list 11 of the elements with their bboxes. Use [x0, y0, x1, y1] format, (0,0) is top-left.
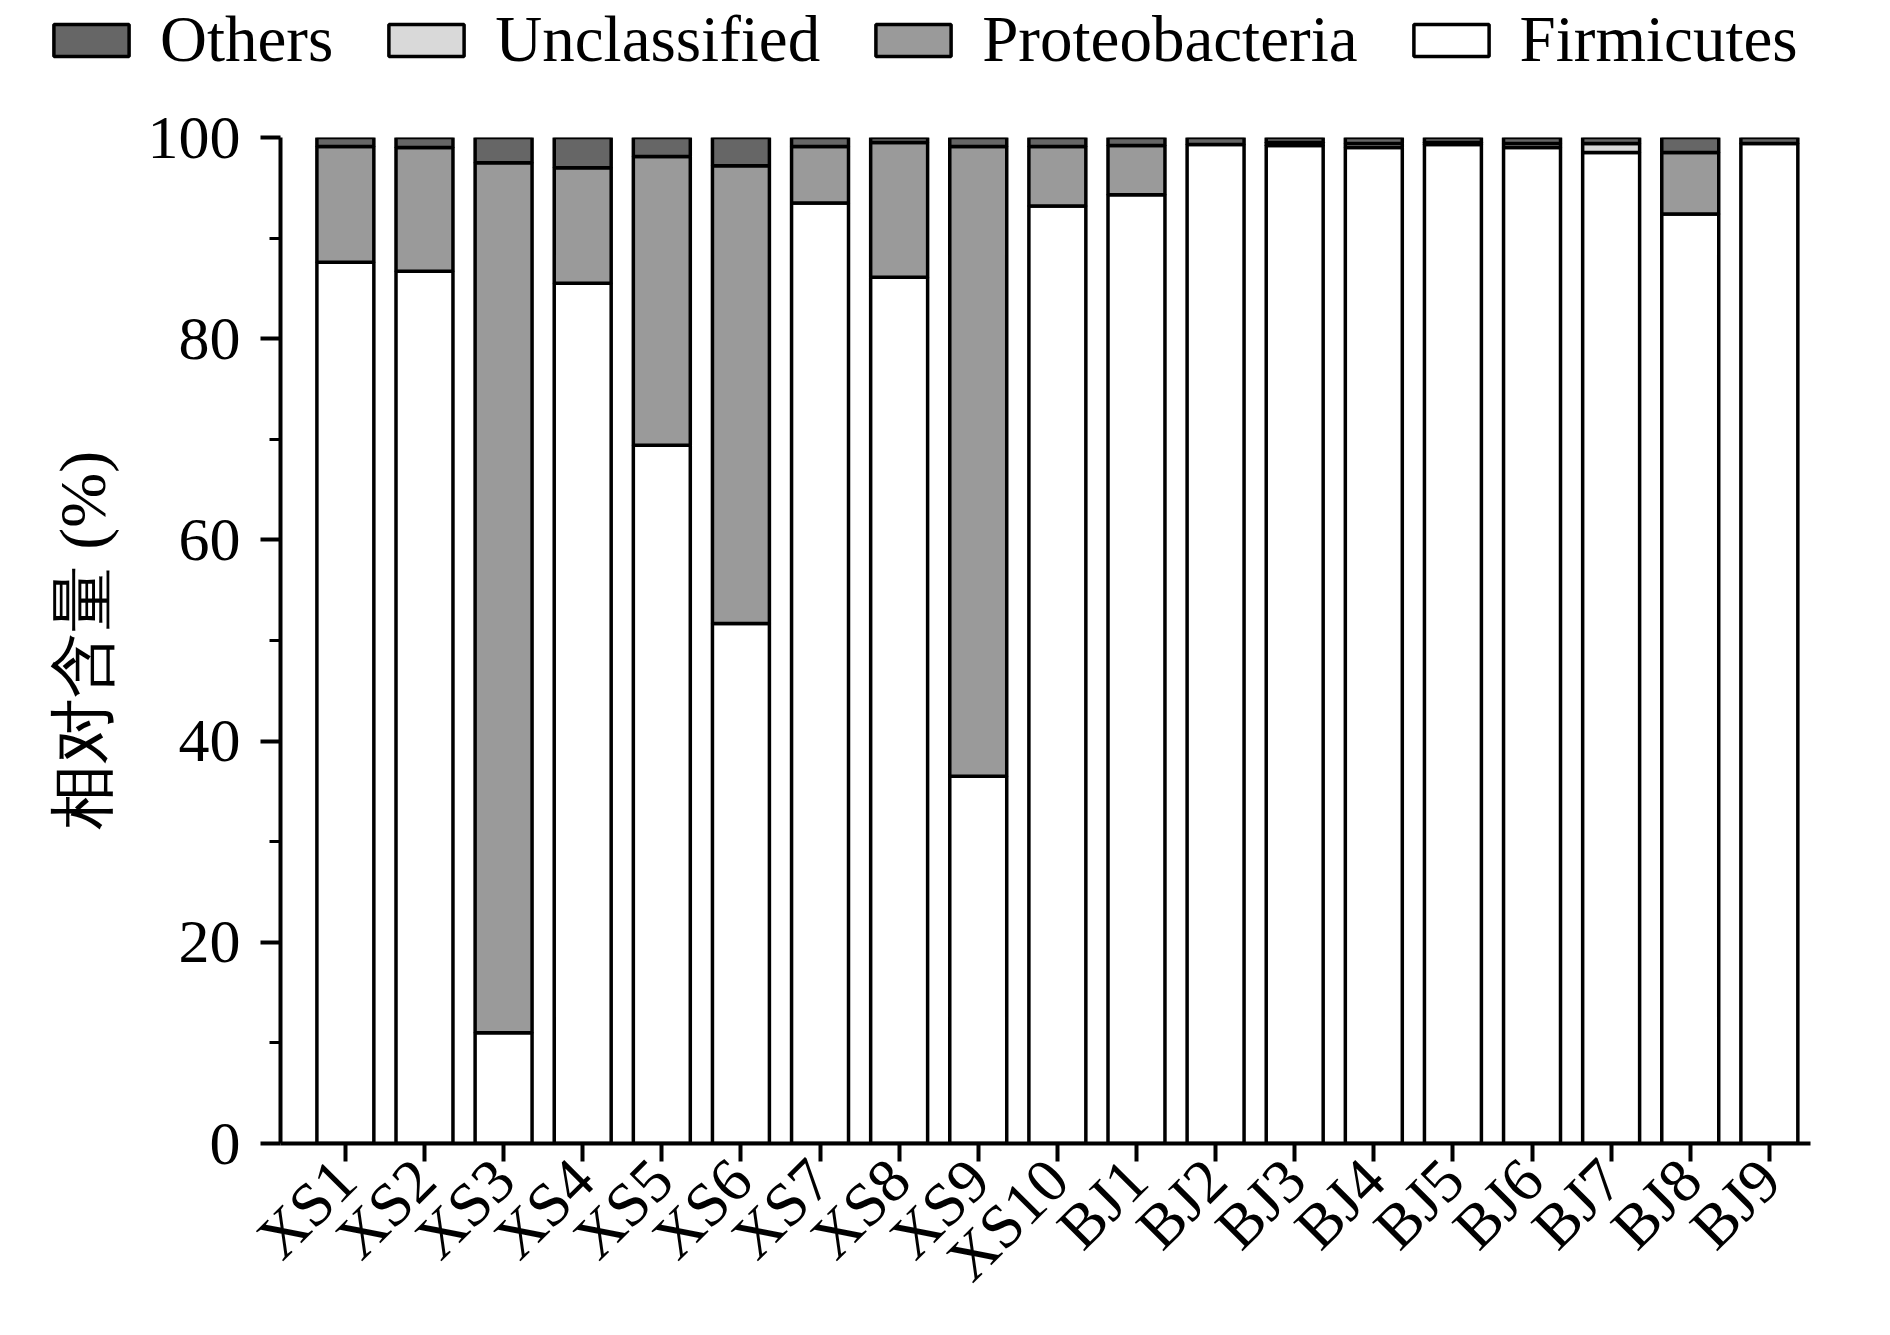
legend-label: Proteobacteria — [982, 2, 1358, 77]
y-axis-title: 相对含量 (%) — [45, 450, 120, 831]
y-tick-label: 60 — [178, 504, 241, 573]
y-tick-label: 40 — [178, 706, 241, 775]
legend-label: Firmicutes — [1519, 2, 1798, 77]
legend-label: Unclassified — [495, 2, 821, 77]
y-tick-label: 0 — [209, 1108, 241, 1177]
y-tick-label: 20 — [178, 907, 241, 976]
legend-label: Others — [160, 2, 334, 77]
y-tick-label: 100 — [147, 102, 241, 171]
y-tick-label: 80 — [178, 303, 241, 372]
